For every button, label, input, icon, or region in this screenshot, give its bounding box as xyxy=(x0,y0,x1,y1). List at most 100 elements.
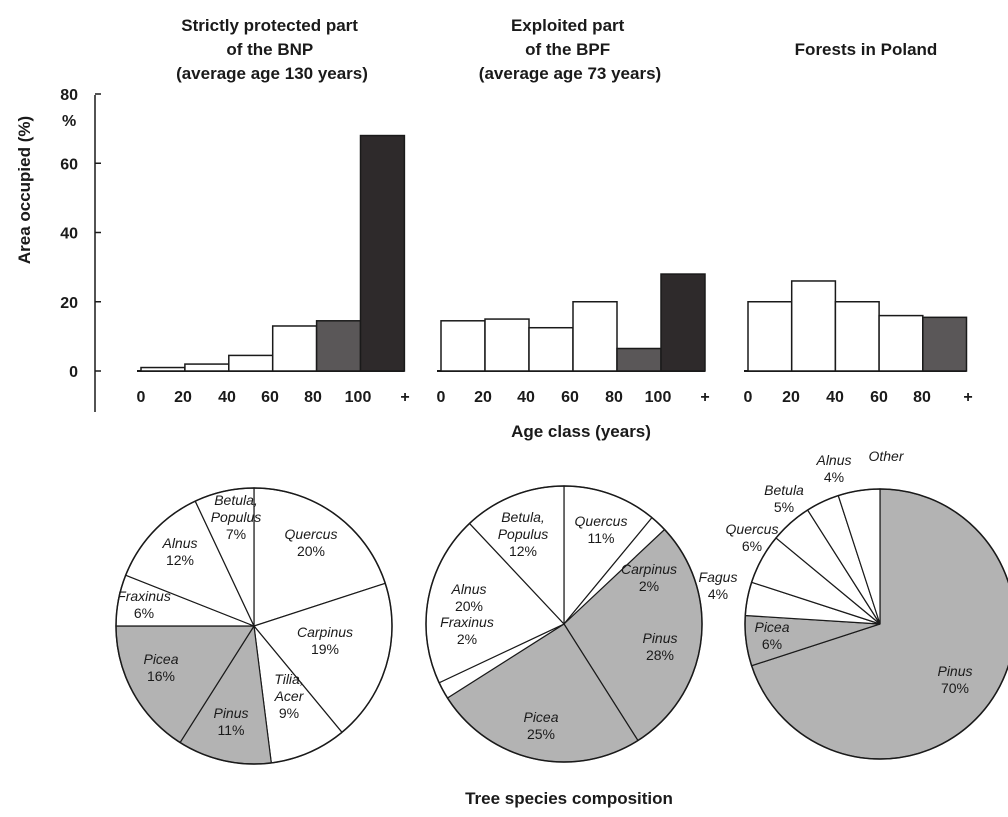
pie-slice-label: Alnus 12% xyxy=(161,535,197,568)
bnp-bar-chart: 0 20 40 60 80 100 + xyxy=(137,134,410,406)
y-tick-label: 40 xyxy=(60,226,78,243)
y-axis: 0 20 40 60 80 % Area occupied (%) xyxy=(15,87,101,412)
species-name: Picea xyxy=(143,651,178,667)
species-percent: 19% xyxy=(311,641,339,657)
species-percent: 6% xyxy=(742,538,762,554)
pie-outline xyxy=(744,488,1008,760)
bpf-title: Exploited part of the BPF (average age 7… xyxy=(479,16,661,83)
y-tick-label: 0 xyxy=(69,364,78,381)
pie-slice-label: Tilia, Acer 9% xyxy=(274,671,305,721)
species-percent: 16% xyxy=(147,668,175,684)
species-name: Betula xyxy=(764,482,804,498)
x-tick-label: 60 xyxy=(870,389,888,406)
bnp-title-line-1: Strictly protected part xyxy=(181,16,358,35)
pie-slice-label: Carpinus 2% xyxy=(621,561,677,594)
species-percent: 6% xyxy=(134,605,154,621)
species-name: Picea xyxy=(523,709,558,725)
species-name: Alnus xyxy=(161,535,197,551)
species-name: Populus xyxy=(211,509,262,525)
x-axis-title: Age class (years) xyxy=(511,422,651,441)
species-name: Quercus xyxy=(285,526,338,542)
species-name: Pinus xyxy=(937,663,972,679)
bar xyxy=(228,354,274,372)
pie-slice-label: Betula, Populus 12% xyxy=(498,509,549,559)
x-tick-label: 40 xyxy=(218,389,236,406)
x-tick-label: + xyxy=(400,389,409,406)
bpf-title-line-1: Exploited part xyxy=(511,16,625,35)
bnp-title-line-2: of the BNP xyxy=(226,40,313,59)
species-percent: 6% xyxy=(762,636,782,652)
species-percent: 9% xyxy=(279,705,299,721)
y-unit-label: % xyxy=(62,113,76,130)
pie-slice-label: Betula, Populus 7% xyxy=(211,492,262,542)
bar-chart-titles: Strictly protected part of the BNP (aver… xyxy=(176,16,937,83)
x-tick-label: 80 xyxy=(605,389,623,406)
pie-slice-label: Other xyxy=(868,448,904,464)
species-percent: 11% xyxy=(588,530,615,546)
pie-slice-label: Quercus 11% xyxy=(575,513,628,546)
species-name: Carpinus xyxy=(297,624,353,640)
x-tick-label: 20 xyxy=(474,389,492,406)
species-name: Tilia, xyxy=(274,671,303,687)
species-name: Fraxinus xyxy=(440,614,494,630)
x-tick-label: 0 xyxy=(744,389,753,406)
pie-slice-label: Pinus 11% xyxy=(213,705,248,738)
x-tick-label: 0 xyxy=(437,389,446,406)
species-name: Fagus xyxy=(699,569,738,585)
y-tick-label: 20 xyxy=(60,295,78,312)
bnp-pie-chart: Quercus 20% Carpinus 19% Tilia, Acer 9% Pinus 11… xyxy=(115,487,393,765)
bar xyxy=(747,301,793,372)
bar xyxy=(834,301,880,372)
species-name: Betula, xyxy=(501,509,545,525)
pie-outline xyxy=(115,487,393,765)
bar xyxy=(440,320,486,372)
y-tick-label: 80 xyxy=(60,87,78,104)
pie-slice-label: Carpinus 19% xyxy=(297,624,353,657)
pie-slice-label: Betula 5% xyxy=(764,482,804,515)
x-tick-label: 60 xyxy=(561,389,579,406)
pie-caption: Tree species composition xyxy=(465,789,673,808)
x-tick-label: 80 xyxy=(304,389,322,406)
poland-bar-chart: 0 20 40 60 80 + xyxy=(744,280,973,406)
species-percent: 7% xyxy=(226,526,246,542)
species-name: Acer xyxy=(274,688,305,704)
x-tick-label: 0 xyxy=(137,389,146,406)
species-percent: 20% xyxy=(455,598,483,614)
pie-slice-label: Quercus 20% xyxy=(285,526,338,559)
species-percent: 4% xyxy=(708,586,728,602)
x-tick-label: 20 xyxy=(174,389,192,406)
species-percent: 5% xyxy=(774,499,794,515)
y-axis-title: Area occupied (%) xyxy=(15,116,34,264)
species-name: Populus xyxy=(498,526,549,542)
bar xyxy=(922,316,968,372)
bnp-title-line-3: (average age 130 years) xyxy=(176,64,368,83)
pie-slice-label: Quercus 6% xyxy=(726,521,779,554)
species-percent: 28% xyxy=(646,647,674,663)
x-tick-label: 20 xyxy=(782,389,800,406)
x-tick-label: 100 xyxy=(645,389,672,406)
bar xyxy=(660,273,706,372)
pie-slice-label: Fraxinus 6% xyxy=(117,588,171,621)
x-tick-label: 40 xyxy=(517,389,535,406)
bnp-title: Strictly protected part of the BNP (aver… xyxy=(176,16,368,83)
pie-slice-label: Picea 25% xyxy=(523,709,558,742)
pie-slice-label: Alnus 20% xyxy=(450,581,486,614)
pie-slice-label: Pinus 70% xyxy=(937,663,972,696)
poland-title: Forests in Poland xyxy=(795,40,938,59)
species-percent: 4% xyxy=(824,469,844,485)
x-tick-label: + xyxy=(700,389,709,406)
x-tick-label: 60 xyxy=(261,389,279,406)
species-name: Pinus xyxy=(213,705,248,721)
pie-slice-label: Fraxinus 2% xyxy=(440,614,494,647)
species-name: Picea xyxy=(754,619,789,635)
species-name: Betula, xyxy=(214,492,258,508)
y-ticks: 0 20 40 60 80 xyxy=(60,87,101,381)
species-name: Other xyxy=(868,448,904,464)
pie-slice-label: Picea 6% xyxy=(754,619,789,652)
bpf-pie-chart: Quercus 11%Carpinus 2%Pinus 28%Picea 25%Frax… xyxy=(425,485,703,763)
x-tick-label: 80 xyxy=(913,389,931,406)
pie-outline xyxy=(425,485,703,763)
bar xyxy=(572,301,618,372)
species-name: Alnus xyxy=(815,452,851,468)
